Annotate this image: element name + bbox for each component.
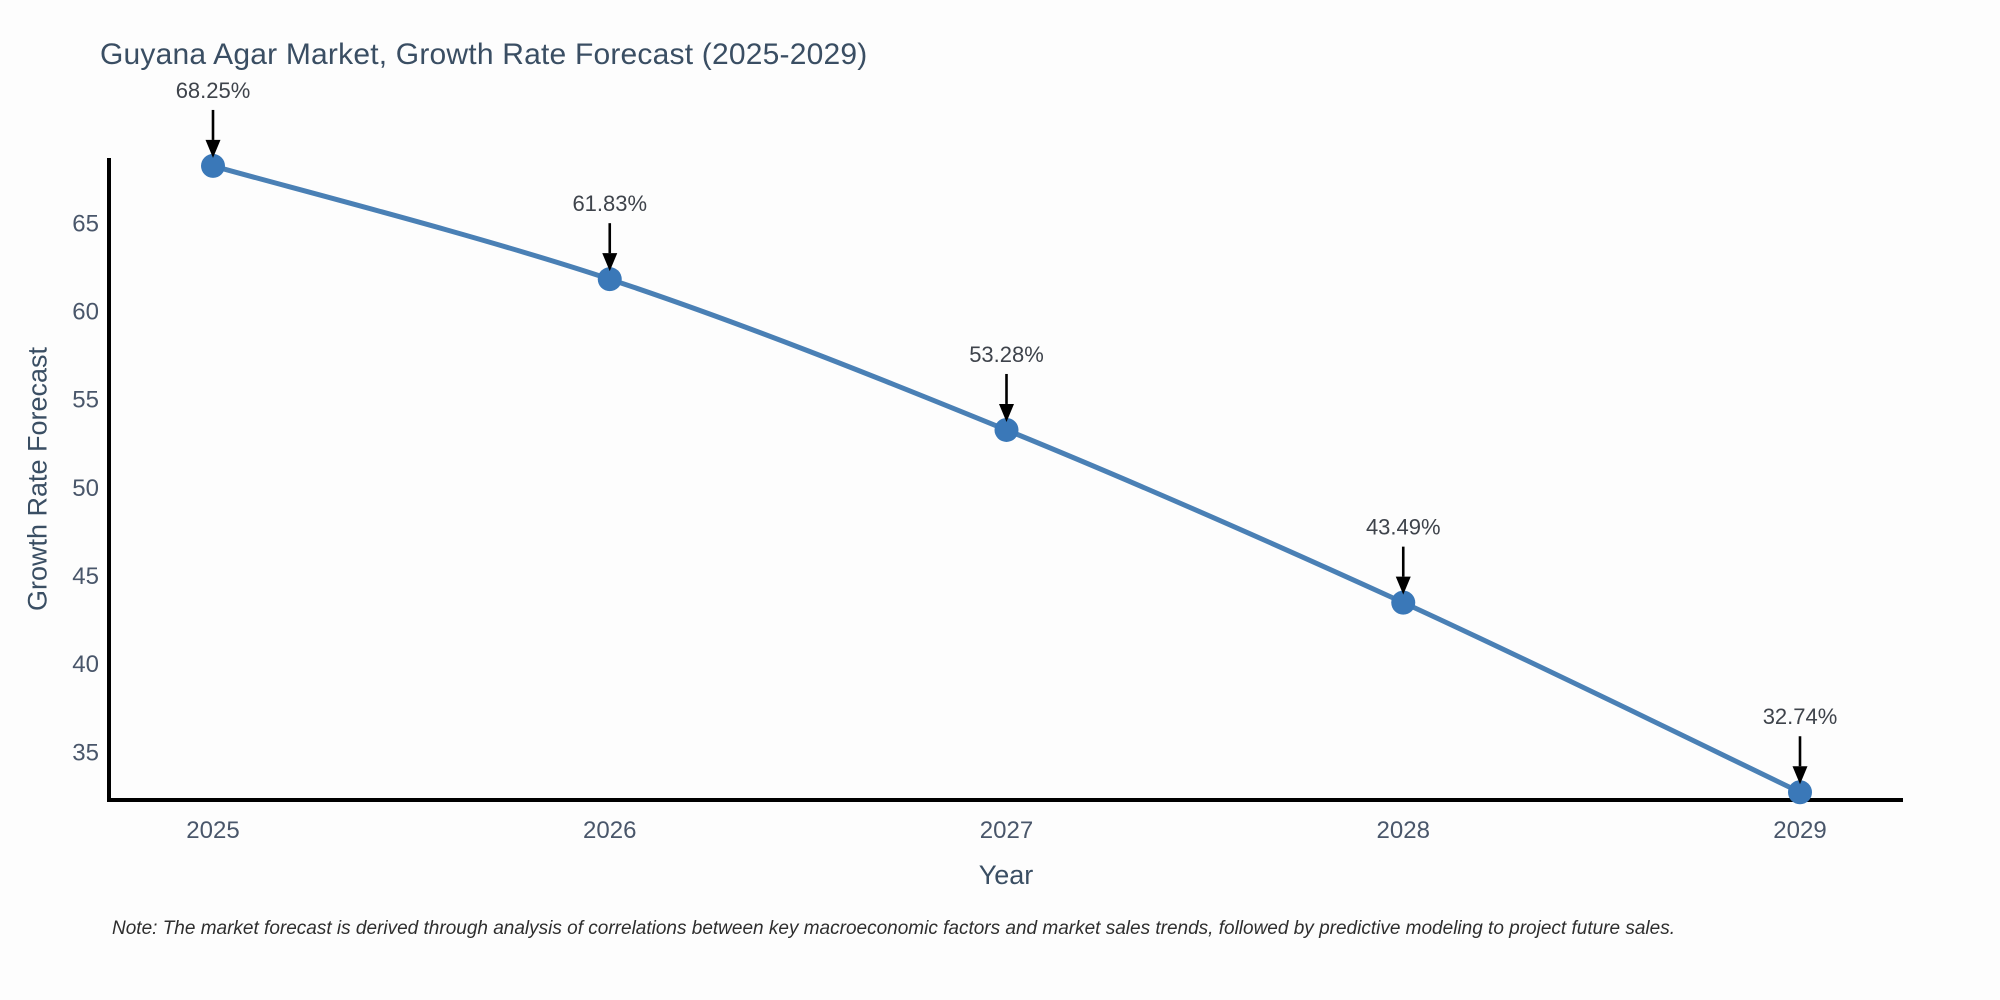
y-tick-label: 50 [72, 475, 99, 502]
annotation-arrowhead [1792, 766, 1808, 785]
x-tick-label: 2028 [1377, 817, 1430, 844]
x-tick-label: 2027 [980, 817, 1033, 844]
annotation-label: 68.25% [176, 78, 251, 103]
annotation-label: 53.28% [969, 342, 1044, 367]
annotation-arrowhead [1395, 576, 1411, 595]
annotation-arrowhead [205, 139, 221, 158]
x-axis-title: Year [978, 860, 1034, 890]
x-tick-label: 2025 [186, 817, 239, 844]
x-tick-label: 2026 [583, 817, 636, 844]
annotation-label: 43.49% [1366, 515, 1441, 540]
y-tick-label: 55 [72, 387, 99, 414]
y-tick-label: 45 [72, 563, 99, 590]
annotation-label: 32.74% [1763, 704, 1838, 729]
annotation-arrowhead [999, 403, 1014, 422]
forecast-line [210, 163, 1803, 795]
y-tick-label: 60 [72, 298, 99, 325]
data-point-marker [1391, 590, 1416, 615]
chart-title: Guyana Agar Market, Growth Rate Forecast… [100, 38, 868, 71]
data-point-marker [1788, 780, 1812, 805]
y-tick-label: 40 [72, 651, 99, 678]
annotation-label: 61.83% [572, 191, 647, 216]
annotation-arrowhead [602, 253, 618, 272]
data-point-marker [994, 417, 1019, 442]
y-tick-label: 35 [72, 739, 99, 766]
y-tick-label: 65 [72, 210, 99, 237]
chart-footnote: Note: The market forecast is derived thr… [112, 918, 1675, 939]
x-tick-label: 2029 [1773, 817, 1826, 844]
data-point-marker [597, 267, 622, 292]
data-point-marker [201, 153, 225, 178]
